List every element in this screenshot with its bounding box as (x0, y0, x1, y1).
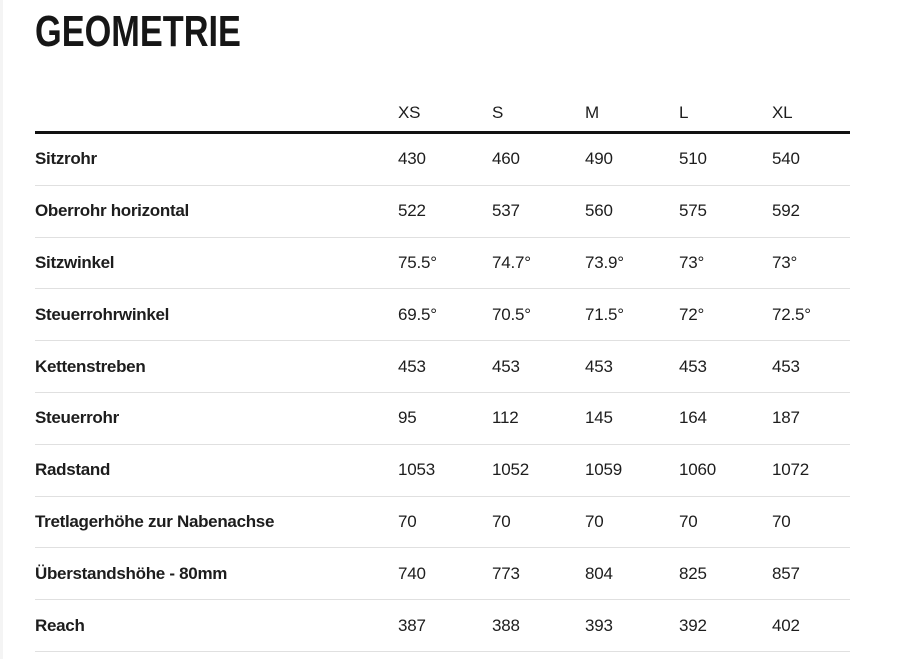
table-row-oberrohr-horizontal: Oberrohr horizontal 522 537 560 575 592 (35, 186, 850, 238)
cell-value: 73° (679, 252, 705, 272)
table-row-kettenstreben: Kettenstreben 453 453 453 453 453 (35, 341, 850, 393)
table-row-sitzwinkel: Sitzwinkel 75.5° 74.7° 73.9° 73° 73° (35, 238, 850, 290)
row-label: Sitzrohr (35, 149, 97, 169)
column-header-s: S (492, 103, 504, 122)
row-label: Oberrohr horizontal (35, 201, 189, 221)
cell-value: 560 (585, 201, 613, 221)
page-left-edge (0, 0, 3, 659)
cell-value: 95 (398, 408, 417, 428)
cell-value: 1052 (492, 460, 530, 480)
cell-value: 75.5° (398, 252, 437, 272)
cell-value: 540 (772, 149, 800, 169)
geometry-table: XS S M L XL Sitzrohr 430 460 490 510 540… (35, 95, 850, 652)
cell-value: 510 (679, 149, 707, 169)
cell-value: 70 (492, 511, 511, 531)
cell-value: 453 (772, 356, 800, 376)
table-row-steuerrohrwinkel: Steuerrohrwinkel 69.5° 70.5° 71.5° 72° 7… (35, 289, 850, 342)
cell-value: 453 (492, 356, 520, 376)
cell-value: 73.9° (585, 252, 624, 272)
row-label: Tretlagerhöhe zur Nabenachse (35, 511, 275, 531)
row-label: Steuerrohr (35, 408, 119, 428)
cell-value: 70 (398, 511, 417, 531)
cell-value: 112 (492, 408, 519, 428)
cell-value: 825 (679, 563, 707, 583)
row-label: Steuerrohrwinkel (35, 304, 170, 324)
cell-value: 393 (585, 615, 613, 635)
cell-value: 392 (679, 615, 707, 635)
row-label: Kettenstreben (35, 356, 146, 376)
cell-value: 453 (679, 356, 707, 376)
cell-value: 804 (585, 563, 613, 583)
cell-value: 453 (398, 356, 426, 376)
cell-value: 72° (679, 304, 705, 324)
cell-value: 490 (585, 149, 613, 169)
row-label: Reach (35, 615, 85, 635)
cell-value: 592 (772, 201, 800, 221)
cell-value: 522 (398, 201, 426, 221)
cell-value: 187 (772, 408, 800, 428)
cell-value: 70 (679, 511, 698, 531)
cell-value: 145 (585, 408, 613, 428)
column-header-xs: XS (398, 103, 421, 122)
cell-value: 70.5° (492, 304, 531, 324)
table-row-tretlagerhoehe: Tretlagerhöhe zur Nabenachse 70 70 70 70… (35, 497, 850, 549)
cell-value: 857 (772, 563, 800, 583)
row-label: Sitzwinkel (35, 252, 115, 272)
cell-value: 1072 (772, 460, 810, 480)
cell-value: 740 (398, 563, 426, 583)
cell-value: 70 (585, 511, 604, 531)
column-header-xl: XL (772, 103, 793, 122)
cell-value: 1053 (398, 460, 436, 480)
table-row-reach: Reach 387 388 393 392 402 (35, 600, 850, 652)
table-row-steuerrohr: Steuerrohr 95 112 145 164 187 (35, 393, 850, 445)
cell-value: 1060 (679, 460, 717, 480)
cell-value: 402 (772, 615, 800, 635)
cell-value: 71.5° (585, 304, 624, 324)
table-row-radstand: Radstand 1053 1052 1059 1060 1072 (35, 445, 850, 497)
cell-value: 73° (772, 252, 798, 272)
table-row-ueberstandshoehe: Überstandshöhe - 80mm 740 773 804 825 85… (35, 548, 850, 601)
cell-value: 575 (679, 201, 707, 221)
cell-value: 387 (398, 615, 426, 635)
cell-value: 74.7° (492, 252, 531, 272)
cell-value: 460 (492, 149, 520, 169)
cell-value: 773 (492, 563, 520, 583)
cell-value: 430 (398, 149, 426, 169)
table-header-row: XS S M L XL (35, 95, 850, 134)
table-row-sitzrohr: Sitzrohr 430 460 490 510 540 (35, 134, 850, 186)
cell-value: 69.5° (398, 304, 437, 324)
page-title: GEOMETRIE (35, 7, 241, 56)
cell-value: 388 (492, 615, 520, 635)
cell-value: 1059 (585, 460, 623, 480)
row-label: Überstandshöhe - 80mm (35, 563, 228, 583)
cell-value: 72.5° (772, 304, 811, 324)
column-header-l: L (679, 103, 689, 122)
cell-value: 453 (585, 356, 613, 376)
column-header-m: M (585, 103, 599, 122)
cell-value: 537 (492, 201, 520, 221)
row-label: Radstand (35, 460, 111, 480)
cell-value: 164 (679, 408, 707, 428)
cell-value: 70 (772, 511, 791, 531)
